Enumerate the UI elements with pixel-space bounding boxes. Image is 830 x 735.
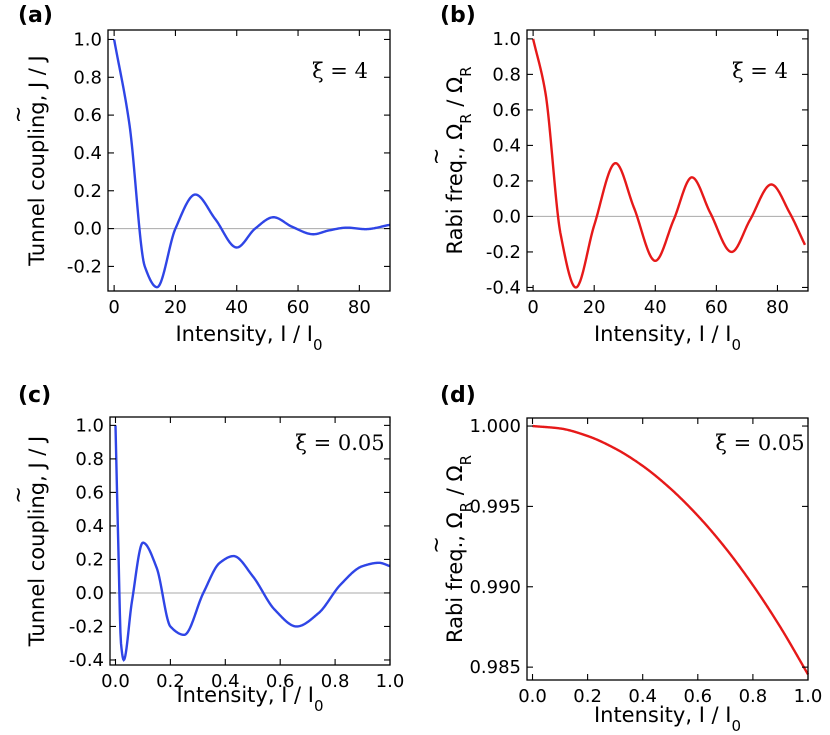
y-axis-label: Rabi freq., ΩR / ΩR — [443, 66, 475, 254]
x-tick-label: 60 — [705, 297, 728, 318]
x-axis-label: Intensity, I / I0 — [594, 703, 741, 735]
y-tick-label: -0.2 — [486, 242, 521, 263]
plot-frame — [109, 416, 391, 666]
x-tick-label: 0.8 — [739, 686, 768, 707]
y-tick-label: 0.8 — [75, 449, 104, 470]
y-tick-label: 1.0 — [75, 415, 104, 436]
panel-a: 0 20 40 60 80 -0.2 0.0 0.2 0.4 0.6 0.8 1.0 (a) ξ = 4 I… — [6, 3, 391, 354]
y-tick-label: 1.0 — [73, 29, 102, 50]
xi-annotation: ξ = 0.05 — [295, 431, 384, 455]
x-axis-label: Intensity, I / I0 — [176, 683, 323, 715]
x-tick-label: 1.0 — [376, 671, 405, 692]
x-tick-label: 80 — [766, 297, 789, 318]
xi-annotation: ξ = 4 — [732, 59, 788, 83]
x-axis-label: Intensity, I / I0 — [594, 322, 741, 354]
panel-label: (a) — [18, 3, 53, 28]
y-tick-label: 0.990 — [469, 577, 521, 598]
panel-label: (b) — [440, 3, 476, 28]
tilde-accent: ~ — [424, 148, 448, 166]
x-axis-label: Intensity, I / I0 — [175, 322, 322, 354]
panel-b: 0 20 40 60 80 -0.4 -0.2 0.0 0.2 0.4 0.6 0.8 1.0 (b) ξ … — [424, 3, 809, 354]
x-tick-label: 0.0 — [518, 686, 547, 707]
y-tick-label: 0.4 — [73, 143, 102, 164]
series-line — [112, 39, 391, 289]
y-tick-label: 0.2 — [492, 171, 521, 192]
series-line — [531, 38, 807, 289]
y-tick-label: 0.0 — [492, 206, 521, 227]
x-tick-label: 0.4 — [628, 686, 657, 707]
x-tick-label: 40 — [225, 297, 248, 318]
x-tick-label: 0.2 — [573, 686, 602, 707]
tilde-accent: ~ — [6, 486, 30, 504]
y-axis-label: Tunnel coupling, J / J — [25, 436, 49, 648]
panel-c: 0.0 0.2 0.4 0.6 0.8 1.0 -0.4 -0.2 0.0 0.2 0.4 0.6 0.… — [6, 383, 404, 715]
x-tick-label: 0.2 — [156, 671, 185, 692]
y-tick-label: 0.6 — [492, 100, 521, 121]
tilde-accent: ~ — [424, 536, 448, 554]
x-tick-label: 1.0 — [794, 686, 823, 707]
plot-frame — [526, 417, 809, 681]
y-tick-label: -0.2 — [67, 256, 102, 277]
series-line — [532, 424, 810, 675]
tilde-accent: ~ — [6, 106, 30, 124]
x-tick-label: 0 — [108, 297, 119, 318]
x-tick-label: 60 — [287, 297, 310, 318]
y-axis-label: Rabi freq., ΩR / ΩR — [443, 455, 475, 643]
y-tick-label: 0.6 — [73, 105, 102, 126]
y-tick-label: 0.995 — [469, 496, 521, 517]
y-tick-label: -0.2 — [69, 616, 104, 637]
x-tick-label: 20 — [164, 297, 187, 318]
x-tick-label: 40 — [644, 297, 667, 318]
plot-frame — [526, 29, 809, 292]
y-tick-label: -0.4 — [486, 277, 521, 298]
xi-annotation: ξ = 4 — [312, 59, 368, 83]
y-tick-label: 0.0 — [73, 219, 102, 240]
x-tick-label: 80 — [348, 297, 371, 318]
y-tick-label: 0.8 — [492, 64, 521, 85]
panel-label: (c) — [18, 383, 51, 408]
y-tick-label: -0.4 — [69, 650, 104, 671]
xi-annotation: ξ = 0.05 — [715, 431, 804, 455]
series-line — [114, 425, 391, 662]
y-tick-label: 0.985 — [469, 657, 521, 678]
y-tick-label: 0.4 — [492, 135, 521, 156]
x-tick-label: 0.0 — [101, 671, 130, 692]
x-tick-label: 20 — [583, 297, 606, 318]
y-tick-label: 0.0 — [75, 583, 104, 604]
plot-frame — [107, 29, 391, 292]
panel-d: 0.0 0.2 0.4 0.6 0.8 1.0 0.985 0.990 0.995 1.000 (d… — [424, 383, 822, 735]
panel-label: (d) — [440, 383, 476, 408]
x-tick-label: 0.6 — [683, 686, 712, 707]
y-tick-label: 1.000 — [469, 416, 521, 437]
x-tick-label: 0.6 — [266, 671, 295, 692]
x-tick-label: 0.8 — [321, 671, 350, 692]
y-tick-label: 0.2 — [75, 549, 104, 570]
x-tick-label: 0.4 — [211, 671, 240, 692]
y-axis-label: Tunnel coupling, J / J — [25, 55, 49, 267]
y-tick-label: 0.4 — [75, 516, 104, 537]
x-tick-label: 0 — [527, 297, 538, 318]
y-tick-label: 0.8 — [73, 67, 102, 88]
y-tick-label: 0.6 — [75, 482, 104, 503]
y-tick-label: 1.0 — [492, 29, 521, 50]
y-tick-label: 0.2 — [73, 181, 102, 202]
